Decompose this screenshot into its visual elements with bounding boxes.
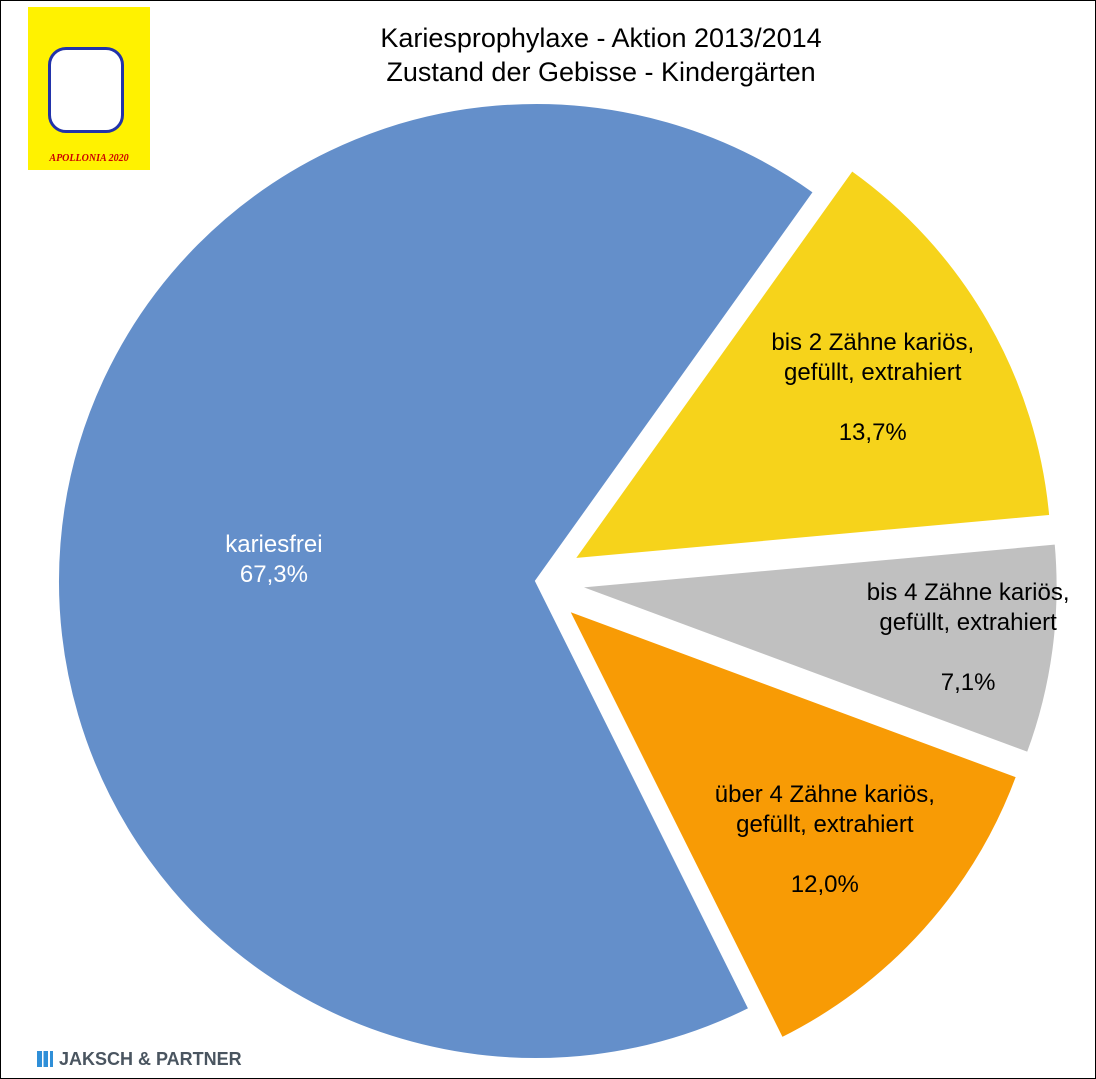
slice-label: bis 2 Zähne kariös, gefüllt, extrahiert [771, 328, 975, 386]
footer: JAKSCH & PARTNER [37, 1049, 242, 1070]
pie-slice [572, 168, 1052, 561]
slice-label: über 4 Zähne kariös, gefüllt, extrahiert [714, 781, 935, 839]
chart-title: Kariesprophylaxe - Aktion 2013/2014 [380, 23, 822, 53]
pie-slice [57, 102, 816, 1060]
value-label: 12,0% [790, 871, 859, 899]
pie-slice [566, 608, 1019, 1040]
logo-face [48, 47, 124, 133]
footer-icon [37, 1051, 53, 1067]
value-label: 67,3% [239, 561, 308, 589]
logo: APOLLONIA 2020 [28, 7, 150, 170]
pie-slice [579, 542, 1059, 755]
slice-label: bis 4 Zähne kariös, gefüllt, extrahiert [866, 579, 1070, 637]
value-label: 7,1% [940, 669, 996, 697]
slice-label: kariesfrei [225, 531, 323, 559]
footer-text: JAKSCH & PARTNER [59, 1049, 242, 1069]
value-label: 13,7% [838, 418, 907, 446]
chart-subtitle: Zustand der Gebisse - Kindergärten [386, 57, 816, 87]
logo-text: APOLLONIA 2020 [49, 153, 129, 164]
